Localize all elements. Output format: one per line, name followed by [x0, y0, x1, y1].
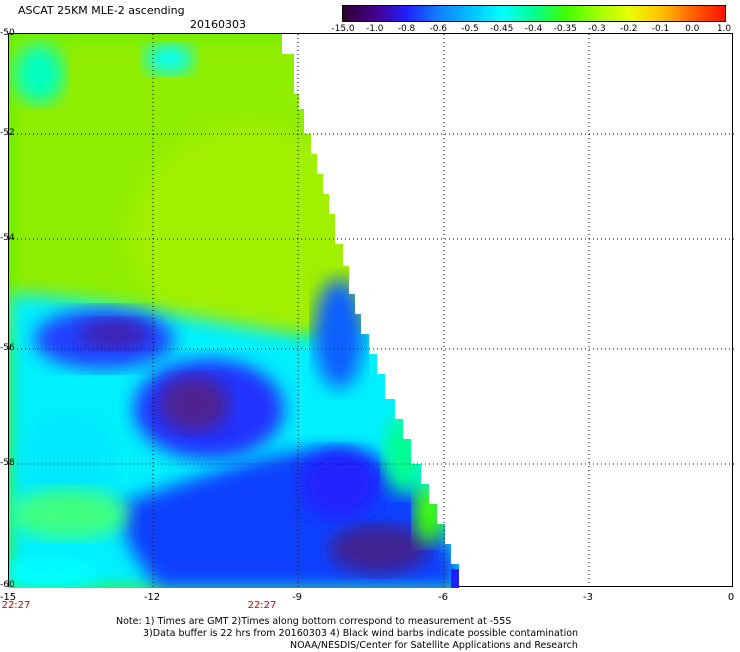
colorbar-label: -0.35	[553, 24, 577, 34]
colorbar-label: 1.0	[716, 24, 732, 34]
note-line-3: NOAA/NESDIS/Center for Satellite Applica…	[290, 640, 578, 651]
x-tick-label: -6	[438, 592, 448, 603]
scatterometer-swath	[9, 34, 459, 588]
y-tick-label: -54	[0, 233, 15, 243]
y-tick-label: -60	[0, 580, 15, 590]
time-label-middle: 22:27	[247, 600, 277, 611]
colorbar-label: 0.0	[685, 24, 700, 34]
x-tick-label: -3	[583, 592, 593, 603]
note-line-2: 3)Data buffer is 22 hrs from 20160303 4)…	[143, 628, 579, 639]
colorbar-gradient	[343, 6, 725, 21]
colorbar	[342, 5, 726, 22]
map-date: 20160303	[190, 18, 246, 31]
colorbar-label: -0.2	[619, 24, 638, 34]
x-tick-label: 0	[727, 592, 735, 603]
time-label-left: 22:27	[1, 600, 31, 611]
y-tick-label: -58	[0, 458, 15, 468]
x-tick-label: -9	[292, 592, 302, 603]
colorbar-label: -1.0	[365, 24, 384, 34]
colorbar-label: -0.3	[588, 24, 606, 34]
colorbar-label: -15.0	[331, 24, 355, 34]
colorbar-label: -0.45	[490, 24, 514, 34]
y-tick-label: -50	[0, 28, 15, 38]
colorbar-label: -0.6	[429, 24, 448, 34]
map-plot	[8, 33, 734, 588]
colorbar-label: -0.5	[461, 24, 479, 34]
note-line-1: Note: 1) Times are GMT 2)Times along bot…	[116, 616, 512, 627]
colorbar-label: -0.1	[651, 24, 670, 34]
x-tick-label: -15	[0, 592, 17, 603]
colorbar-label: -0.4	[524, 24, 543, 34]
map-title: ASCAT 25KM MLE-2 ascending	[18, 4, 185, 17]
y-tick-label: -52	[0, 128, 15, 138]
y-tick-label: -56	[0, 343, 15, 353]
colorbar-label: -0.8	[397, 24, 416, 34]
x-tick-label: -12	[143, 592, 161, 603]
